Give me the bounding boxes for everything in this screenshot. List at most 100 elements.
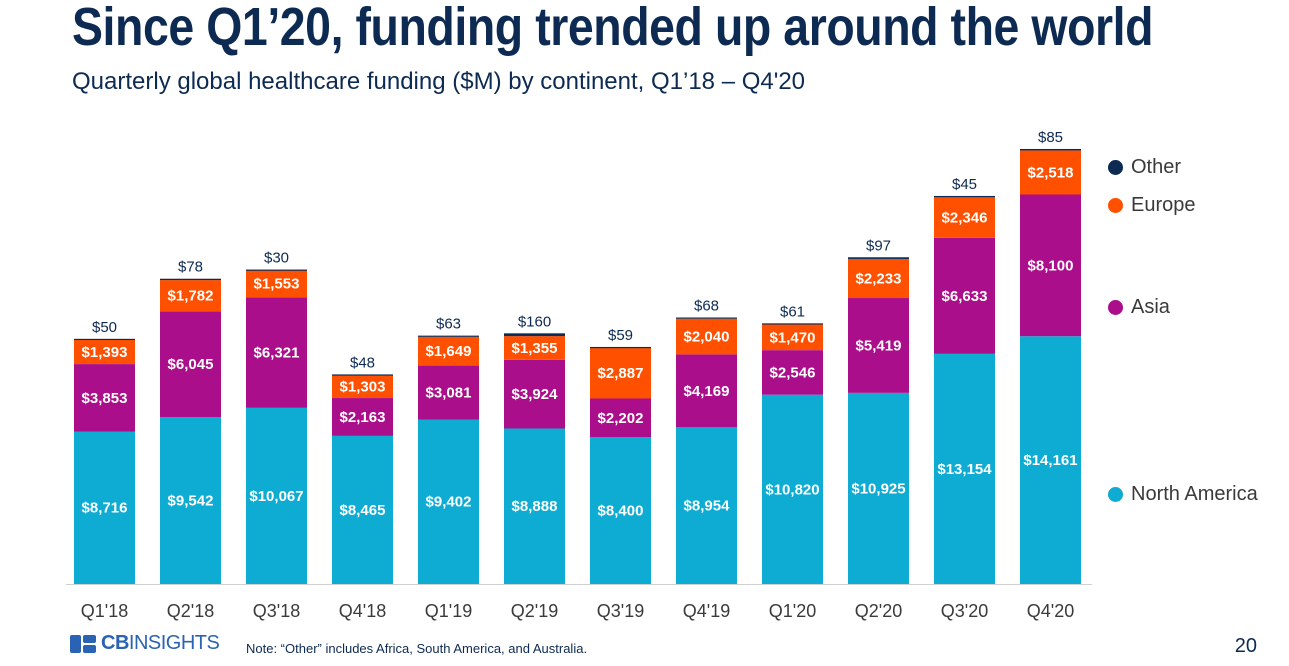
x-tick-label-q4-20: Q4'20 [1027, 601, 1074, 621]
bar-europe-q2-20 [848, 258, 909, 299]
data-label-europe-q4-20: $2,518 [1028, 164, 1074, 181]
bar-other-q1-20 [762, 323, 823, 325]
logo-wordmark: CBINSIGHTS [101, 632, 220, 654]
bar-other-q2-20 [848, 257, 909, 259]
bar-europe-q3-19 [590, 347, 651, 399]
data-label-europe-q1-20: $1,470 [770, 329, 816, 346]
data-label-europe-q3-20: $2,346 [942, 209, 988, 226]
legend-item-other: Other [1108, 156, 1181, 179]
data-label-europe-q4-19: $2,040 [684, 329, 730, 346]
data-label-other-q2-19: $160 [518, 313, 551, 330]
bar-asia-q1-19 [418, 365, 479, 420]
legend-swatch-north-america [1108, 487, 1123, 502]
bar-asia-q1-20 [762, 350, 823, 395]
data-label-north-america-q3-20: $13,154 [937, 461, 992, 478]
bar-north-america-q4-18 [332, 435, 393, 584]
data-label-other-q1-18: $50 [92, 319, 117, 336]
data-label-asia-q1-18: $3,853 [82, 390, 128, 407]
bar-other-q3-19 [590, 346, 651, 349]
x-tick-label-q4-18: Q4'18 [339, 601, 386, 621]
data-label-other-q3-19: $59 [608, 327, 633, 344]
bar-asia-q1-18 [74, 364, 135, 432]
chart-subtitle: Quarterly global healthcare funding ($M)… [72, 68, 806, 95]
data-label-north-america-q4-19: $8,954 [684, 498, 731, 515]
bar-asia-q4-19 [676, 354, 737, 428]
data-label-europe-q3-18: $1,553 [254, 276, 300, 293]
data-label-europe-q1-18: $1,393 [82, 344, 128, 361]
data-label-europe-q1-19: $1,649 [426, 343, 472, 360]
data-label-north-america-q1-19: $9,402 [426, 494, 472, 511]
data-label-other-q4-18: $48 [350, 354, 375, 371]
data-label-other-q2-20: $97 [866, 237, 891, 254]
bar-asia-q2-18 [160, 311, 221, 418]
data-label-asia-q3-19: $2,202 [598, 410, 644, 427]
bar-europe-q3-18 [246, 270, 307, 298]
bar-north-america-q1-18 [74, 431, 135, 584]
data-label-other-q3-20: $45 [952, 176, 977, 193]
legend-label-asia: Asia [1131, 296, 1170, 318]
bar-other-q3-18 [246, 269, 307, 271]
legend-item-asia: Asia [1108, 296, 1170, 319]
footnote: Note: “Other” includes Africa, South Ame… [246, 641, 588, 656]
data-label-asia-q1-19: $3,081 [426, 385, 472, 402]
bar-other-q4-19 [676, 317, 737, 319]
legend-swatch-asia [1108, 300, 1123, 315]
data-label-europe-q2-20: $2,233 [856, 270, 902, 287]
data-label-north-america-q3-18: $10,067 [249, 488, 303, 505]
data-label-europe-q4-18: $1,303 [340, 379, 386, 396]
bar-north-america-q4-19 [676, 427, 737, 584]
bar-asia-q4-18 [332, 398, 393, 436]
page-title: Since Q1’20, funding trended up around t… [72, 0, 1154, 57]
bar-north-america-q2-19 [504, 428, 565, 584]
bar-north-america-q2-18 [160, 417, 221, 584]
x-tick-label-q2-18: Q2'18 [167, 601, 214, 621]
data-label-asia-q2-20: $5,419 [856, 337, 902, 354]
bar-asia-q2-19 [504, 359, 565, 429]
bar-other-q1-18 [74, 338, 135, 341]
bar-other-q2-19 [504, 333, 565, 337]
x-tick-label-q2-20: Q2'20 [855, 601, 902, 621]
x-tick-label-q3-20: Q3'20 [941, 601, 988, 621]
legend-label-other: Other [1131, 156, 1182, 178]
data-label-asia-q3-18: $6,321 [254, 345, 300, 362]
bar-asia-q2-20 [848, 298, 909, 393]
bar-europe-q4-18 [332, 375, 393, 399]
bar-other-q3-20 [934, 195, 995, 198]
data-label-north-america-q2-20: $10,925 [851, 480, 905, 497]
page-number: 20 [1234, 635, 1257, 657]
legend-swatch-europe [1108, 198, 1123, 213]
x-tick-label-q1-19: Q1'19 [425, 601, 472, 621]
data-label-north-america-q2-18: $9,542 [168, 493, 214, 510]
legend-label-europe: Europe [1131, 194, 1196, 216]
x-tick-label-q1-20: Q1'20 [769, 601, 816, 621]
x-tick-label-q4-19: Q4'19 [683, 601, 730, 621]
data-label-north-america-q3-19: $8,400 [598, 503, 644, 520]
data-label-other-q4-19: $68 [694, 298, 719, 315]
cb-insights-logo: CBINSIGHTS [70, 632, 220, 655]
data-label-europe-q3-19: $2,887 [598, 365, 644, 382]
data-label-north-america-q1-20: $10,820 [765, 481, 819, 498]
x-tick-label-q2-19: Q2'19 [511, 601, 558, 621]
bar-other-q1-19 [418, 335, 479, 337]
data-label-north-america-q4-20: $14,161 [1023, 452, 1077, 469]
legend-label-north-america: North America [1131, 483, 1258, 505]
bar-other-q4-20 [1020, 148, 1081, 151]
data-label-other-q4-20: $85 [1038, 129, 1063, 146]
data-label-asia-q4-19: $4,169 [684, 383, 730, 400]
bar-north-america-q1-19 [418, 419, 479, 584]
data-label-other-q1-19: $63 [436, 316, 461, 333]
data-label-asia-q2-18: $6,045 [168, 356, 214, 373]
x-tick-label-q3-18: Q3'18 [253, 601, 300, 621]
bar-north-america-q3-18 [246, 407, 307, 584]
bar-asia-q3-18 [246, 297, 307, 408]
data-label-other-q3-18: $30 [264, 250, 289, 267]
bar-north-america-q2-20 [848, 392, 909, 584]
cb-insights-logo-icon [70, 634, 96, 653]
bar-north-america-q4-20 [1020, 336, 1081, 584]
data-label-asia-q4-20: $8,100 [1028, 257, 1074, 274]
bar-europe-q2-18 [160, 280, 221, 312]
bar-asia-q3-20 [934, 237, 995, 354]
data-label-asia-q4-18: $2,163 [340, 409, 386, 426]
bar-europe-q4-20 [1020, 150, 1081, 195]
